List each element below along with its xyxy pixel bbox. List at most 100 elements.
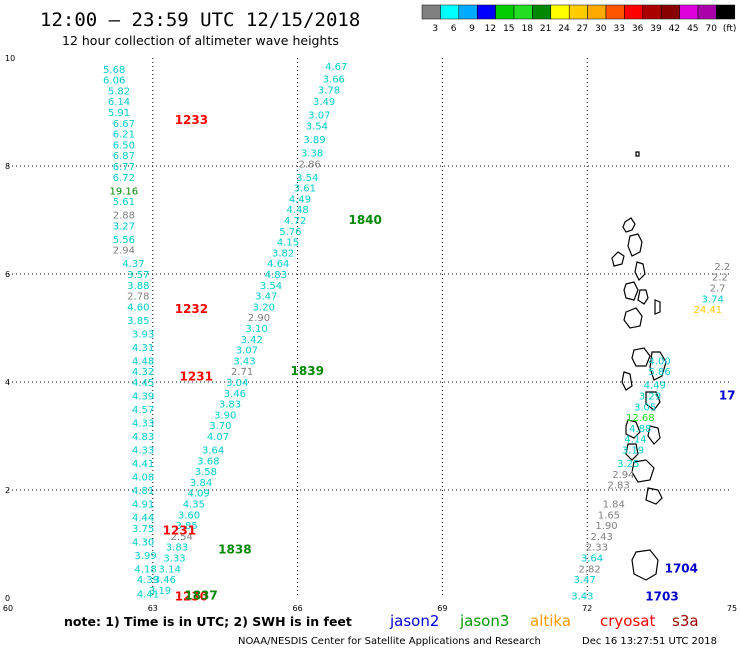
wave-height-value: 3.27 — [113, 221, 135, 232]
wave-height-value: 3.89 — [303, 135, 325, 146]
wave-height-value: 4.57 — [132, 405, 154, 416]
colorbar-label: 33 — [613, 24, 624, 34]
pass-labels: 1233 1232 1231 1231 1230 1840 1839 1838 1837 1704… — [163, 113, 736, 603]
wave-height-value: 6.77 — [113, 162, 135, 173]
wave-height-value: 3.47 — [574, 575, 596, 586]
wave-height-value: 2.88 — [113, 211, 135, 222]
wave-height-value: 3.84 — [190, 478, 212, 489]
wave-height-value: 3.54 — [296, 173, 318, 184]
pass-label: 1232 — [175, 302, 208, 316]
y-tick-label: 4 — [5, 378, 10, 387]
colorbar-swatch — [476, 4, 496, 20]
colorbar-swatch — [587, 4, 607, 20]
footer-credit: NOAA/NESDIS Center for Satellite Applica… — [238, 636, 541, 647]
colorbar-label: 9 — [469, 24, 475, 34]
x-tick-label: 72 — [582, 604, 592, 613]
wave-height-value: 6.67 — [113, 119, 135, 130]
island-16 — [631, 459, 655, 483]
wave-height-value: 5.68 — [103, 65, 125, 76]
wave-height-value: 3.33 — [163, 554, 185, 565]
y-tick-label: 8 — [5, 162, 10, 171]
wave-height-value: 3.04 — [226, 378, 248, 389]
wave-height-value: 3.54 — [260, 281, 282, 292]
satellite-legend: jason2 jason3 altika cryosat s3a — [389, 612, 699, 630]
wave-height-value: 4.14 — [624, 435, 646, 446]
wave-height-value: 3.99 — [134, 551, 156, 562]
satellite-name: s3a — [672, 612, 699, 630]
wave-height-value: 4.41 — [132, 459, 154, 470]
wave-height-value: 3.68 — [197, 456, 219, 467]
wave-height-value: 4.37 — [122, 259, 144, 270]
island-2 — [627, 233, 643, 257]
island-18 — [631, 549, 659, 581]
colorbar: 3 6 9 12 15 18 21 24 27 30 33 36 39 42 45 70 (ft) — [421, 4, 736, 34]
wave-height-value: 3.57 — [127, 270, 149, 281]
wave-height-value: 4.07 — [207, 432, 229, 443]
colorbar-label: 3 — [432, 24, 438, 34]
island-12 — [645, 391, 661, 411]
pass-label: 1704 — [665, 561, 698, 575]
wave-height-value: 4.49 — [289, 194, 311, 205]
wave-height-value: 5.76 — [279, 227, 301, 238]
wave-height-value: 3.75 — [132, 524, 154, 535]
wave-height-value: 4.39 — [137, 575, 159, 586]
wave-height-value: 3.88 — [127, 281, 149, 292]
wave-height-value: 3.85 — [127, 316, 149, 327]
wave-height-value: 3.64 — [581, 554, 603, 565]
island-3 — [611, 251, 625, 267]
wave-height-value: 3.70 — [209, 421, 231, 432]
wave-height-value: 1.90 — [595, 521, 617, 532]
colorbar-label: 24 — [558, 24, 570, 34]
pass-label: 1230 — [175, 589, 208, 603]
wave-height-value: 3.61 — [294, 184, 316, 195]
x-tick-label: 75 — [727, 604, 737, 613]
colorbar-swatch — [550, 4, 570, 20]
colorbar-label: 36 — [632, 24, 644, 34]
wave-height-values: 5.686.065.826.145.916.676.216.506.876.77… — [103, 62, 730, 602]
colorbar-label: 21 — [540, 24, 551, 34]
wave-height-value: 3.19 — [622, 446, 644, 457]
wave-height-value: 2.94 — [113, 246, 135, 257]
wave-height-value: 3.07 — [236, 346, 258, 357]
colorbar-swatch — [697, 4, 717, 20]
wave-height-value: 3.90 — [214, 410, 236, 421]
wave-height-value: 6.72 — [113, 173, 135, 184]
colorbar-swatch — [495, 4, 515, 20]
wave-height-value: 3.29 — [639, 392, 661, 403]
wave-height-value: 3.83 — [166, 543, 188, 554]
colorbar-label: 6 — [451, 24, 457, 34]
wave-height-value: 6.14 — [108, 97, 130, 108]
colorbar-swatch — [440, 4, 460, 20]
footer-note: note: 1) Time is in UTC; 2) SWH is in fe… — [64, 614, 352, 629]
wave-height-value: 3.46 — [154, 575, 176, 586]
wave-height-value: 4.45 — [132, 378, 154, 389]
island-7 — [623, 307, 643, 329]
wave-height-value: 5.61 — [113, 197, 135, 208]
wave-height-value: 2.33 — [586, 543, 608, 554]
wave-height-value: 2.71 — [231, 367, 253, 378]
colorbar-swatch — [716, 4, 736, 20]
wave-height-value: 4.35 — [183, 500, 205, 511]
wave-height-value: 3.20 — [253, 302, 275, 313]
pass-label: 1233 — [175, 113, 208, 127]
colorbar-label: 27 — [577, 24, 588, 34]
colorbar-label: 39 — [650, 24, 662, 34]
wave-height-value: 6.87 — [113, 151, 135, 162]
wave-height-value: 4.48 — [132, 356, 154, 367]
pass-label: 1839 — [291, 364, 324, 378]
wave-height-value: 3.78 — [318, 85, 340, 96]
y-tick-label: 0 — [5, 594, 10, 603]
wave-height-value: 6.21 — [113, 130, 135, 141]
satellite-name: cryosat — [600, 612, 655, 630]
wave-height-value: 4.09 — [188, 489, 210, 500]
pass-label: 1703 — [645, 589, 678, 603]
x-tick-label: 66 — [293, 604, 303, 613]
satellite-name: jason2 — [389, 612, 439, 630]
colorbar-swatch — [421, 4, 441, 20]
wave-height-value: 3.66 — [323, 75, 345, 86]
wave-height-value: 3.64 — [202, 446, 224, 457]
island-1 — [622, 217, 636, 233]
wave-height-value: 2.86 — [299, 159, 321, 170]
wave-height-value: 4.00 — [648, 356, 670, 367]
